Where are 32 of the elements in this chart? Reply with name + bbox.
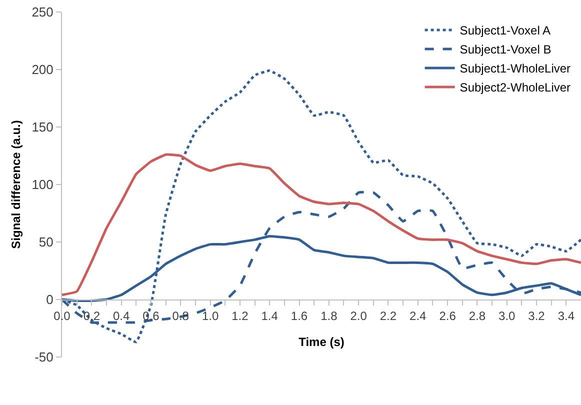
y-tick-label: 0 [46, 292, 54, 308]
y-tick-label: 50 [38, 234, 54, 250]
legend-label: Subject1-Voxel A [460, 24, 551, 38]
x-tick-label: 2.6 [439, 308, 456, 323]
y-tick-label: 250 [32, 4, 54, 20]
x-tick-label: 2.2 [380, 308, 397, 323]
x-tick-label: 0.2 [83, 308, 100, 323]
x-tick-label: 1.0 [202, 308, 219, 323]
x-tick-label: 3.2 [528, 308, 546, 323]
x-tick-label: 0.6 [142, 308, 160, 323]
y-tick-label: 150 [32, 120, 54, 135]
x-tick-label: 0.0 [54, 308, 71, 323]
x-tick-label: 3.4 [558, 308, 575, 323]
y-tick-label: 200 [32, 62, 54, 78]
x-tick-label: 1.6 [290, 308, 308, 323]
x-tick-label: 2.8 [468, 308, 486, 323]
x-tick-label: 3.0 [498, 308, 516, 323]
x-tick-label: 1.2 [232, 308, 249, 323]
legend-label: Subject2-WholeLiver [460, 80, 571, 95]
x-tick-label: 2.4 [410, 308, 427, 323]
x-tick-label: 0.8 [172, 308, 190, 323]
x-tick-label: 2.0 [350, 308, 368, 323]
x-tick-label: 1.4 [261, 308, 278, 323]
legend-label: Subject1-WholeLiver [460, 62, 571, 76]
x-tick-label: 1.8 [320, 308, 338, 323]
y-tick-label: 100 [32, 177, 54, 192]
y-tick-label: -50 [34, 350, 54, 365]
x-tick-label: 0.4 [112, 308, 130, 323]
x-axis-title: Time (s) [298, 334, 344, 349]
y-axis-title: Signal difference (a.u.) [8, 120, 23, 249]
legend-label: Subject1-Voxel B [460, 42, 552, 57]
line-series [62, 153, 581, 296]
